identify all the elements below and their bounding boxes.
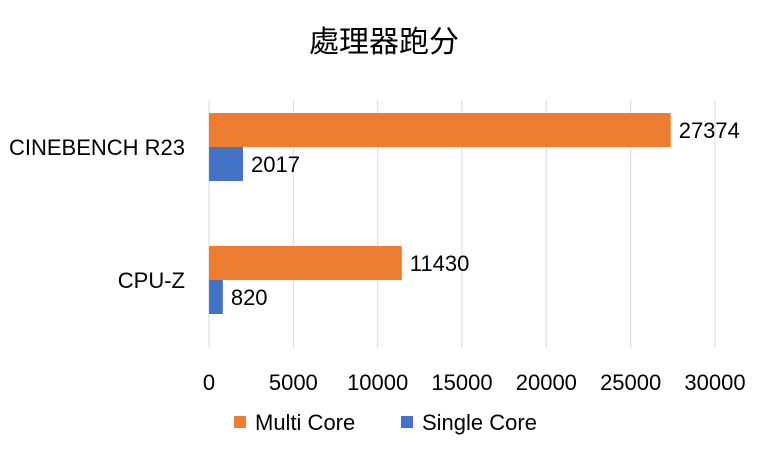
bar-multi-core — [209, 113, 671, 147]
legend-swatch — [401, 416, 413, 428]
chart-title: 處理器跑分 — [309, 26, 459, 59]
legend-swatch — [234, 416, 246, 428]
x-tick-label: 10000 — [347, 370, 408, 395]
x-tick-label: 0 — [203, 370, 215, 395]
bars — [209, 113, 671, 314]
data-label: 820 — [231, 285, 268, 310]
category-label: CPU-Z — [118, 268, 185, 293]
bar-multi-core — [209, 246, 402, 280]
legend-label: Multi Core — [255, 410, 355, 435]
data-label: 11430 — [410, 251, 470, 276]
category-label: CINEBENCH R23 — [9, 135, 185, 160]
x-tick-labels: 0 5000 10000 15000 20000 25000 30000 — [203, 370, 746, 395]
x-tick-label: 25000 — [600, 370, 661, 395]
data-labels: 27374 2017 11430 820 — [231, 118, 740, 310]
legend-label: Single Core — [422, 410, 537, 435]
x-tick-label: 5000 — [269, 370, 318, 395]
bar-single-core — [209, 280, 223, 314]
data-label: 27374 — [679, 118, 740, 143]
x-tick-label: 30000 — [684, 370, 745, 395]
category-labels: CINEBENCH R23 CPU-Z — [9, 135, 185, 293]
legend: Multi Core Single Core — [234, 410, 537, 435]
x-tick-label: 20000 — [516, 370, 577, 395]
bar-single-core — [209, 147, 244, 181]
data-label: 2017 — [251, 152, 300, 177]
x-tick-label: 15000 — [431, 370, 492, 395]
